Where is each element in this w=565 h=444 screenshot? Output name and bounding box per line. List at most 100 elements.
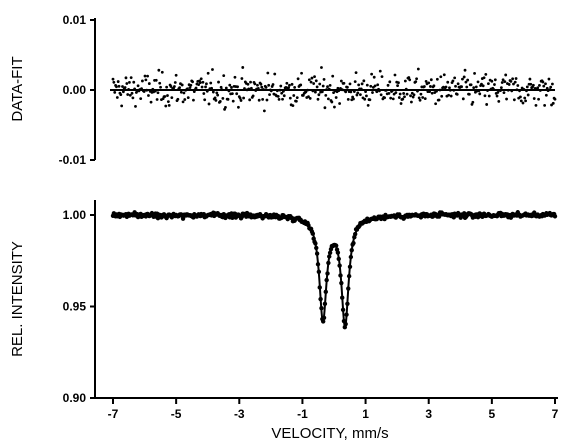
- residual-point: [312, 82, 316, 85]
- residual-point: [261, 97, 265, 101]
- residual-point: [362, 79, 366, 83]
- residual-point: [295, 96, 299, 100]
- residual-point: [136, 84, 140, 88]
- residual-point: [511, 77, 515, 81]
- residual-point: [493, 83, 496, 86]
- residual-point: [133, 87, 137, 91]
- residual-point: [174, 73, 178, 77]
- residual-point: [276, 95, 280, 98]
- residual-point: [453, 76, 457, 80]
- residual-point: [157, 68, 161, 72]
- residual-point: [483, 94, 487, 98]
- residual-point: [236, 85, 239, 89]
- residual-point: [321, 84, 325, 88]
- residual-point: [538, 89, 542, 92]
- residual-point: [536, 86, 540, 90]
- residual-point: [379, 93, 383, 97]
- residual-point: [547, 77, 551, 81]
- residual-point: [220, 88, 224, 92]
- residual-point: [113, 90, 117, 94]
- residual-point: [358, 93, 362, 97]
- residual-point: [262, 88, 265, 91]
- residual-point: [167, 104, 171, 107]
- residual-point: [455, 92, 459, 96]
- residual-point: [216, 93, 220, 97]
- residual-point: [251, 94, 255, 98]
- residual-point: [462, 75, 466, 79]
- spectrum-x-tick-label: -5: [171, 407, 182, 421]
- residual-point: [448, 86, 451, 90]
- residual-point: [544, 82, 547, 86]
- residual-point: [291, 104, 295, 107]
- residual-point: [194, 86, 198, 90]
- residual-point: [169, 85, 173, 88]
- residual-point: [359, 87, 363, 91]
- residual-point: [486, 89, 489, 92]
- residual-point: [213, 96, 217, 100]
- residual-point: [461, 97, 465, 101]
- residual-point: [551, 101, 555, 105]
- residual-point: [310, 76, 314, 80]
- residual-point: [309, 80, 313, 84]
- residual-point: [515, 88, 519, 92]
- residuals-panel: 0.01 0.00 -0.01 DATA-FIT: [9, 13, 557, 167]
- residuals-y-tick-label: 0.00: [63, 83, 87, 97]
- residual-point: [128, 81, 131, 84]
- residual-point: [344, 90, 348, 94]
- residual-point: [346, 97, 350, 101]
- residual-point: [141, 79, 144, 83]
- residual-point: [117, 84, 121, 88]
- residual-point: [505, 97, 508, 101]
- residual-point: [153, 89, 157, 93]
- residual-point: [542, 84, 546, 88]
- residual-point: [356, 91, 360, 95]
- residual-point: [259, 82, 263, 86]
- residual-point: [545, 86, 549, 90]
- residual-point: [484, 73, 488, 76]
- residual-point: [271, 83, 275, 86]
- residual-point: [124, 76, 128, 80]
- residual-point: [203, 98, 207, 102]
- residual-point: [378, 89, 381, 93]
- residual-point: [299, 83, 303, 87]
- residual-point: [553, 97, 557, 101]
- residual-point: [222, 74, 226, 78]
- residual-point: [173, 85, 176, 88]
- residual-point: [398, 92, 402, 96]
- residual-point: [204, 85, 207, 89]
- residual-point: [197, 83, 201, 87]
- residual-point: [449, 94, 453, 98]
- residual-point: [476, 80, 480, 84]
- residual-point: [387, 91, 391, 95]
- residual-point: [147, 82, 151, 85]
- residual-point: [357, 83, 361, 87]
- residual-point: [378, 69, 382, 73]
- residual-point: [277, 97, 281, 101]
- residual-point: [480, 82, 483, 86]
- residual-point: [432, 84, 436, 88]
- residual-point: [320, 66, 323, 69]
- residual-point: [241, 66, 245, 69]
- spectrum-y-tick-label: 0.90: [63, 391, 87, 405]
- residual-point: [487, 94, 491, 98]
- residual-point: [331, 74, 335, 78]
- residual-point: [439, 75, 443, 79]
- residual-point: [127, 88, 130, 91]
- residual-point: [512, 98, 516, 102]
- residual-point: [215, 91, 219, 95]
- residual-point: [503, 80, 507, 84]
- residual-point: [409, 94, 412, 98]
- residual-point: [353, 80, 357, 83]
- residual-point: [506, 88, 510, 92]
- residual-point: [523, 96, 527, 100]
- residual-point: [131, 96, 135, 100]
- spectrum-x-tick-label: -1: [297, 407, 308, 421]
- residual-point: [320, 90, 324, 94]
- residual-point: [275, 89, 279, 93]
- residual-point: [463, 68, 467, 72]
- residual-point: [526, 93, 530, 97]
- residual-point: [288, 96, 292, 100]
- residual-point: [314, 90, 317, 94]
- residual-point: [156, 91, 160, 95]
- residual-point: [266, 71, 270, 75]
